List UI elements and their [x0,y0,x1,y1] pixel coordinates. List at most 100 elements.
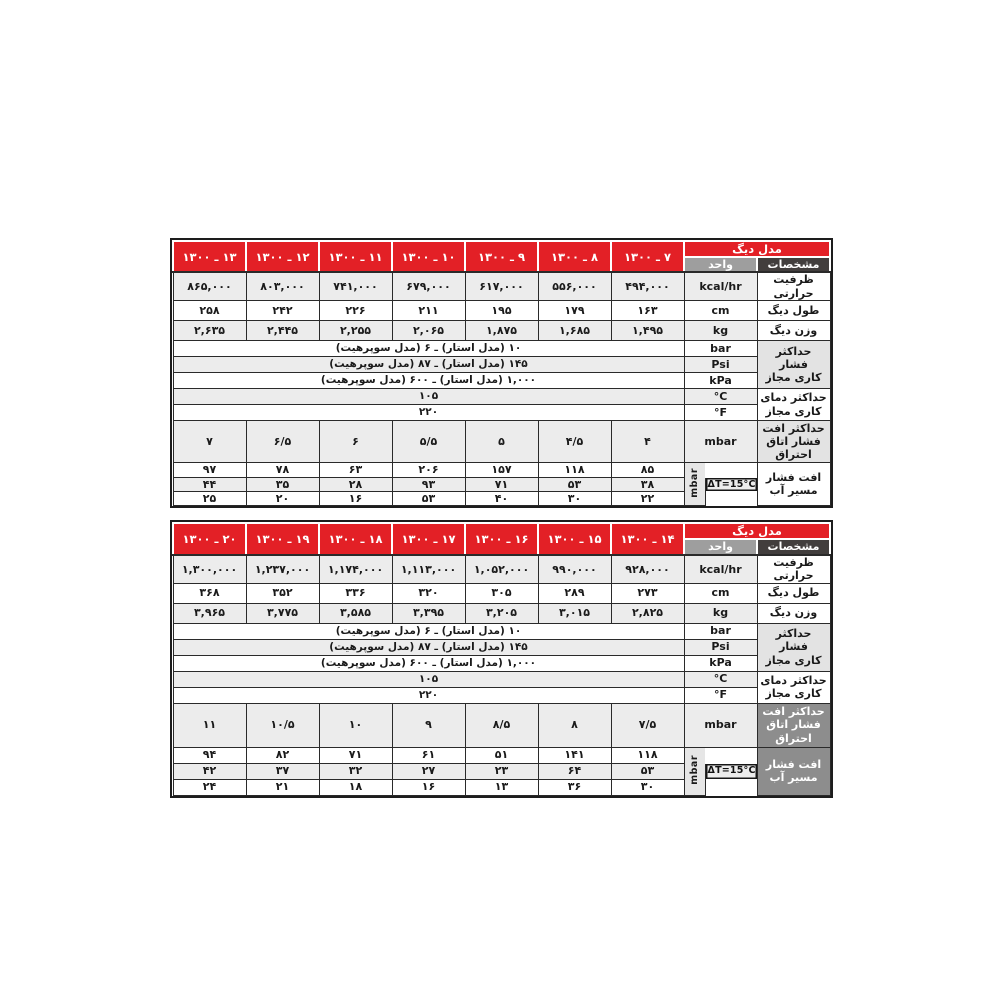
specs-header: مشخصات [756,538,832,556]
value-cell: ۱۴۱ [537,746,612,764]
unit-cell: kPa [683,372,758,390]
delta-t-badge: ΔT=20°C [704,778,758,796]
unit-header: واحد [682,538,759,556]
value-cell: ۲,۸۲۵ [610,602,685,624]
water-drop-dt15-row: ΔT=15°C ۵۳ ۶۴ ۲۳ ۲۷ ۳۲ ۳۷ ۴۲ [172,762,830,780]
value-cell: ۶۳ [318,462,393,478]
value-cell: ۸۰۳,۰۰۰ [245,271,320,302]
value-cell: ۵۱ [464,746,539,764]
label-line: حداکثر فشار [775,627,812,654]
value-cell: ۱۰/۵ [245,702,320,748]
value-cell: ۱۹۵ [464,300,539,322]
value-cell: ۳۰۵ [464,582,539,604]
row-label: افت فشار مسیر آب [756,746,831,796]
chamber-drop-row: حداکثر افت فشار اتاق احتراق mbar ۴ ۴/۵ ۵… [172,420,831,464]
value-cell: ۲۰۶ [391,462,466,478]
value-cell: ۸۵ [610,462,685,478]
temp-c-row: حداکثر دمای کاری مجاز °C ۱۰۵ [172,388,831,422]
value-cell: ۲۲۶ [318,300,393,322]
row-label: طول دیگ [756,582,831,604]
row-label: حداکثر افت فشار اتاق احتراق [756,702,831,748]
value-cell: ۴۹۴,۰۰۰ [610,271,685,302]
value-cell: ۶ [318,420,393,464]
pressure-psi-row: Psi ۱۴۵ (مدل استار) ـ ۸۷ (مدل سوپرهیت) [172,356,830,374]
value-cell: ۱۵۷ [464,462,539,478]
table-row: مشخصات واحد [173,255,832,274]
value-cell: ۵۵۶,۰۰۰ [537,271,612,302]
pressure-kpa-row: kPa ۱,۰۰۰ (مدل استار) ـ ۶۰۰ (مدل سوپرهیت… [172,654,830,672]
capacity-row: ظرفیت حرارتی kcal/hr ۴۹۴,۰۰۰ ۵۵۶,۰۰۰ ۶۱۷… [172,271,831,302]
unit-cell: cm [683,582,758,604]
unit-cell: Psi [683,638,758,656]
label-line: مسیر آب [769,484,818,498]
merged-value-cell: ۱۴۵ (مدل استار) ـ ۸۷ (مدل سوپرهیت) [172,356,685,374]
merged-value-cell: ۱۰ (مدل استار) ـ ۶ (مدل سوپرهیت) [172,340,685,358]
merged-value-cell: ۱۰ (مدل استار) ـ ۶ (مدل سوپرهیت) [172,622,685,640]
label-line: حداکثر دمای [760,673,827,687]
model-header: ۱۸ ـ ۱۳۰۰ [318,522,393,556]
temp-c-row: حداکثر دمای کاری مجاز °C ۱۰۵ [172,670,831,704]
table-title: مدل دیگ [682,239,832,259]
row-label: ظرفیت حرارتی [756,271,831,302]
value-cell: ۹۷ [172,462,247,478]
value-cell: ۸ [537,702,612,748]
value-cell: ۶۱ [391,746,466,764]
value-cell: ۷ [172,420,247,464]
value-cell: ۵۳ [537,476,612,493]
value-cell: ۳,۲۰۵ [464,602,539,624]
value-cell: ۴۰ [464,491,539,507]
value-cell: ۳,۷۷۵ [245,602,320,624]
boiler-table-1-grid: مدل دیگ ۷ ـ ۱۳۰۰ ۸ ـ ۱۳۰۰ ۹ ـ ۱۳۰۰ ۱۰ ـ … [172,239,832,507]
merged-value-cell: ۲۲۰ [172,404,685,422]
value-cell: ۲۲ [610,491,685,507]
water-drop-dt10-row: افت فشار مسیر آب ΔT=10°C mbar ۱۱۸ ۱۴۱ ۵۱… [172,746,831,796]
spec-sheet: مدل دیگ ۷ ـ ۱۳۰۰ ۸ ـ ۱۳۰۰ ۹ ـ ۱۳۰۰ ۱۰ ـ … [170,238,834,798]
water-drop-dt15-row: ΔT=15°C ۳۸ ۵۳ ۷۱ ۹۳ ۲۸ ۳۵ ۴۴ [172,476,830,493]
unit-cell: kg [683,602,758,624]
water-drop-dt20-row: ΔT=20°C ۲۲ ۳۰ ۴۰ ۵۳ ۱۶ ۲۰ ۲۵ [172,491,830,507]
value-cell: ۹۳ [391,476,466,493]
merged-value-cell: ۱,۰۰۰ (مدل استار) ـ ۶۰۰ (مدل سوپرهیت) [172,372,685,390]
value-cell: ۹۴ [172,746,247,764]
table-row: مدل دیگ ۷ ـ ۱۳۰۰ ۸ ـ ۱۳۰۰ ۹ ـ ۱۳۰۰ ۱۰ ـ … [172,239,832,274]
row-label: حداکثر افت فشار اتاق احتراق [756,420,831,464]
value-cell: ۱۳ [464,778,539,796]
unit-cell: mbar [683,702,758,748]
row-label: وزن دیگ [756,602,831,624]
value-cell: ۳۲۰ [391,582,466,604]
vertical-unit-cell: mbar [683,746,706,796]
chamber-drop-row: حداکثر افت فشار اتاق احتراق mbar ۷/۵ ۸ ۸… [172,702,831,748]
boiler-table-2: مدل دیگ ۱۴ ـ ۱۳۰۰ ۱۵ ـ ۱۳۰۰ ۱۶ ـ ۱۳۰۰ ۱۷… [170,520,834,798]
model-header: ۹ ـ ۱۳۰۰ [464,239,539,274]
value-cell: ۲,۲۵۵ [318,320,393,342]
merged-value-cell: ۲۲۰ [172,686,685,704]
value-cell: ۱۶۳ [610,300,685,322]
row-label: ظرفیت حرارتی [756,554,831,584]
delta-t-badge: ΔT=10°C [704,746,758,764]
boiler-table-2-grid: مدل دیگ ۱۴ ـ ۱۳۰۰ ۱۵ ـ ۱۳۰۰ ۱۶ ـ ۱۳۰۰ ۱۷… [172,522,832,796]
value-cell: ۲,۶۳۵ [172,320,247,342]
value-cell: ۱,۶۸۵ [537,320,612,342]
model-header: ۸ ـ ۱۳۰۰ [537,239,612,274]
value-cell: ۱۸ [318,778,393,796]
row-label: حداکثر فشار کاری مجاز [756,622,831,672]
value-cell: ۵/۵ [391,420,466,464]
model-header: ۱۱ ـ ۱۳۰۰ [318,239,393,274]
value-cell: ۴۲ [172,762,247,780]
label-line: کاری مجاز [765,653,822,667]
value-cell: ۳,۳۹۵ [391,602,466,624]
value-cell: ۲۵ [172,491,247,507]
value-cell: ۵۳ [610,762,685,780]
value-cell: ۷/۵ [610,702,685,748]
pressure-psi-row: Psi ۱۴۵ (مدل استار) ـ ۸۷ (مدل سوپرهیت) [172,638,830,656]
value-cell: ۳,۵۸۵ [318,602,393,624]
value-cell: ۲۱ [245,778,320,796]
delta-t-badge: ΔT=15°C [704,762,758,780]
vertical-unit-label: mbar [688,467,700,498]
value-cell: ۳,۰۱۵ [537,602,612,624]
value-cell: ۱,۳۰۰,۰۰۰ [172,554,247,584]
value-cell: ۳۷ [245,762,320,780]
row-label: وزن دیگ [756,320,831,342]
value-cell: ۲۳ [464,762,539,780]
merged-value-cell: ۱۰۵ [172,670,685,688]
